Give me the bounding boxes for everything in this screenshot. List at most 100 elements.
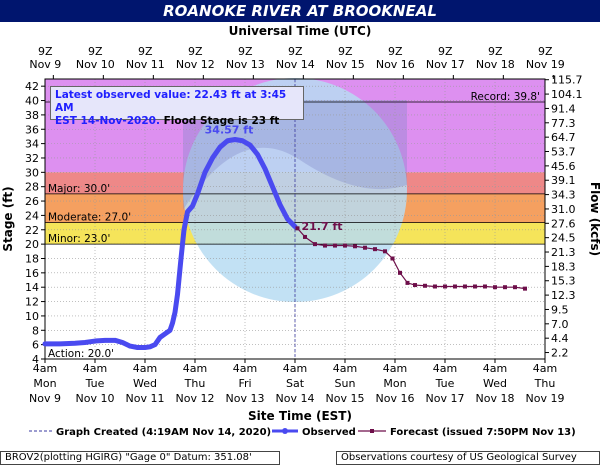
forecast-point bbox=[443, 284, 447, 289]
left-axis-tick-label: 18 bbox=[25, 252, 39, 265]
left-axis-tick-label: 30 bbox=[25, 166, 39, 179]
bottom-axis-tick-day: Mon bbox=[383, 377, 406, 390]
right-axis-tick-label: 12.3 bbox=[551, 289, 576, 302]
top-axis-tick-time: 9Z bbox=[138, 45, 153, 58]
forecast-point bbox=[453, 284, 457, 289]
observed-point bbox=[190, 204, 195, 209]
forecast-point bbox=[493, 285, 497, 290]
forecast-point bbox=[353, 244, 357, 249]
top-axis-tick-time: 9Z bbox=[38, 45, 53, 58]
observed-point bbox=[43, 341, 47, 346]
right-axis-tick-label: 64.7 bbox=[551, 131, 576, 144]
bottom-axis-tick-time: 4am bbox=[333, 362, 357, 375]
right-axis-tick-label: 9.5 bbox=[551, 303, 569, 316]
bottom-axis-tick-time: 4am bbox=[433, 362, 457, 375]
observed-point bbox=[113, 338, 117, 343]
threshold-label-major: Major: 30.0' bbox=[48, 183, 110, 195]
right-axis-tick-label: 77.3 bbox=[551, 117, 576, 130]
legend-forecast-label: Forecast (issued 7:50PM Nov 13) bbox=[390, 427, 576, 438]
bottom-axis-tick-time: 4am bbox=[283, 362, 307, 375]
top-axis-tick-time: 9Z bbox=[338, 45, 353, 58]
bottom-axis-label: Site Time (EST) bbox=[248, 409, 352, 423]
observed-point bbox=[120, 340, 125, 345]
observed-point bbox=[153, 342, 157, 347]
top-axis-tick-time: 9Z bbox=[388, 45, 403, 58]
top-axis-label: Universal Time (UTC) bbox=[229, 24, 372, 38]
top-axis-tick-time: 9Z bbox=[488, 45, 503, 58]
observed-point bbox=[58, 341, 62, 346]
observed-point bbox=[270, 184, 275, 189]
bottom-axis-tick-date: Nov 17 bbox=[426, 392, 465, 405]
observed-point bbox=[83, 340, 87, 345]
right-axis-label: Flow (kcfs) bbox=[588, 182, 600, 256]
left-axis-tick-label: 34 bbox=[25, 138, 39, 151]
observed-point bbox=[248, 143, 252, 148]
bottom-axis-tick-day: Wed bbox=[133, 377, 157, 390]
observed-point bbox=[103, 338, 107, 343]
right-axis-tick-label: 4.4 bbox=[551, 332, 569, 345]
bottom-axis-tick-day: Thu bbox=[534, 377, 556, 390]
forecast-point bbox=[323, 243, 327, 248]
bottom-axis-tick-date: Nov 11 bbox=[126, 392, 165, 405]
bottom-axis-tick-day: Fri bbox=[238, 377, 251, 390]
bottom-axis-tick-date: Nov 16 bbox=[376, 392, 415, 405]
forecast-point bbox=[313, 242, 317, 247]
top-axis-tick-time: 9Z bbox=[538, 45, 553, 58]
top-axis-tick-date: Nov 18 bbox=[476, 58, 515, 71]
observed-point bbox=[225, 138, 230, 143]
observed-point bbox=[195, 191, 200, 196]
threshold-label-minor: Minor: 23.0' bbox=[48, 233, 110, 245]
left-axis-tick-label: 8 bbox=[32, 324, 39, 337]
top-axis-tick-date: Nov 16 bbox=[376, 58, 415, 71]
right-axis-tick-label: 91.4 bbox=[551, 102, 576, 115]
observed-point bbox=[185, 209, 190, 214]
top-axis-tick-date: Nov 19 bbox=[526, 58, 565, 71]
legend-created-label: Graph Created (4:19AM Nov 14, 2020) bbox=[56, 427, 271, 438]
observed-point bbox=[233, 137, 237, 142]
observed-peak-label: 34.57 ft bbox=[205, 124, 254, 137]
top-axis-tick-time: 9Z bbox=[288, 45, 303, 58]
credit-box: Observations courtesy of US Geological S… bbox=[336, 451, 600, 465]
latest-observed-date: EST 14-Nov-2020. bbox=[55, 115, 160, 127]
observed-point bbox=[203, 170, 207, 175]
left-axis-tick-label: 14 bbox=[25, 281, 39, 294]
bottom-axis-tick-day: Mon bbox=[33, 377, 56, 390]
right-axis-tick-label: 53.7 bbox=[551, 146, 576, 159]
observed-point bbox=[285, 217, 290, 221]
top-axis-tick-date: Nov 17 bbox=[426, 58, 465, 71]
observed-point bbox=[175, 292, 180, 297]
top-axis-tick-date: Nov 15 bbox=[326, 58, 365, 71]
top-axis-tick-date: Nov 13 bbox=[226, 58, 265, 71]
left-axis-tick-label: 10 bbox=[25, 310, 39, 323]
forecast-point bbox=[333, 243, 337, 248]
right-axis-tick-label: 34.3 bbox=[551, 189, 576, 202]
threshold-label-action: Action: 20.0' bbox=[48, 348, 114, 360]
left-axis-tick-label: 4 bbox=[32, 353, 39, 366]
bottom-axis-tick-date: Nov 15 bbox=[326, 392, 365, 405]
latest-observation-box: Latest observed value: 22.43 ft at 3:45 … bbox=[50, 86, 304, 127]
forecast-point bbox=[423, 283, 427, 288]
bottom-axis-tick-time: 4am bbox=[483, 362, 507, 375]
bottom-axis-tick-time: 4am bbox=[233, 362, 257, 375]
observed-point bbox=[158, 335, 162, 340]
gauge-datum-text: BROV2(plotting HGIRG) "Gage 0" Datum: 35… bbox=[5, 452, 252, 463]
top-axis-tick-time: 9Z bbox=[438, 45, 453, 58]
observed-point bbox=[210, 155, 215, 160]
right-axis-tick-label: 104.1 bbox=[551, 88, 583, 101]
observed-point bbox=[168, 328, 172, 333]
bottom-axis-tick-date: Nov 19 bbox=[526, 392, 565, 405]
top-axis-tick-time: 9Z bbox=[88, 45, 103, 58]
left-axis-tick-label: 28 bbox=[25, 181, 39, 194]
observed-point bbox=[263, 166, 267, 171]
right-axis-tick-label: 18.3 bbox=[551, 260, 576, 273]
observed-point bbox=[93, 339, 97, 344]
observed-point bbox=[163, 331, 167, 336]
bottom-axis-tick-day: Thu bbox=[184, 377, 206, 390]
flood-stage-note: Flood Stage is 23 ft bbox=[163, 115, 280, 127]
bottom-axis-tick-date: Nov 10 bbox=[76, 392, 115, 405]
forecast-point bbox=[503, 285, 507, 290]
forecast-point bbox=[295, 226, 300, 231]
forecast-point bbox=[390, 256, 395, 261]
bottom-axis-tick-day: Sun bbox=[335, 377, 356, 390]
right-axis-tick-label: 24.5 bbox=[551, 232, 576, 245]
